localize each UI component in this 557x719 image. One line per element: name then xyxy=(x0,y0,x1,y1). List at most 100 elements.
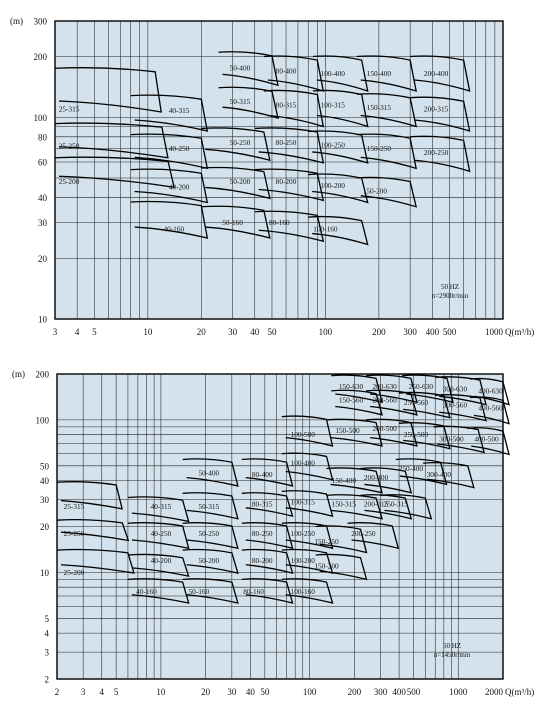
model-label: 150-315 xyxy=(332,500,357,509)
pump-field-150-500 xyxy=(326,418,383,447)
pump-field-100-200 xyxy=(308,173,369,204)
model-label: 300-630 xyxy=(443,384,468,393)
y-tick-label: 4 xyxy=(45,629,50,639)
pump-field-100-500 xyxy=(281,415,334,447)
pump-field-100-160 xyxy=(281,578,334,604)
pump-field-400-560 xyxy=(469,396,510,425)
x-tick-label: 50 xyxy=(267,327,277,337)
pump-field-200-250 xyxy=(347,522,400,550)
model-label: 100-400 xyxy=(321,69,346,78)
pump-field-100-250 xyxy=(308,130,369,164)
pump-field-250-630 xyxy=(402,374,454,404)
model-label: 250-500 xyxy=(404,430,429,439)
pump-field-25-315 xyxy=(56,481,124,510)
model-label: 150-250 xyxy=(314,537,339,546)
model-label: 200-250 xyxy=(424,148,449,157)
pump-field-300-560 xyxy=(435,394,487,422)
pump-field-400-630 xyxy=(469,377,510,406)
pump-field-150-560 xyxy=(331,389,383,416)
pump-field-150-200 xyxy=(315,553,368,581)
x-tick-label: 5 xyxy=(92,327,97,337)
pump-field-50-160 xyxy=(182,578,239,604)
pump-field-80-400 xyxy=(241,458,294,487)
model-label: 200-630 xyxy=(373,382,398,391)
y-axis-label: (m) xyxy=(10,16,23,26)
model-label: 80-400 xyxy=(252,470,273,479)
x-tick-label: 300 xyxy=(374,687,388,697)
pump-field-100-315 xyxy=(312,89,369,128)
y-tick-label: 40 xyxy=(38,193,48,203)
y-tick-label: 200 xyxy=(36,370,50,380)
y-tick-label: 80 xyxy=(38,132,48,142)
y-tick-label: 300 xyxy=(34,17,48,27)
y-tick-label: 5 xyxy=(45,614,50,624)
pump-field-100-250 xyxy=(281,522,334,550)
model-label: 100-250 xyxy=(321,140,346,149)
model-label: 200-500 xyxy=(373,424,398,433)
pump-field-40-160 xyxy=(127,578,190,604)
model-label: 400-630 xyxy=(478,386,503,395)
model-label: 200-250 xyxy=(351,529,376,538)
y-tick-label: 50 xyxy=(40,461,50,471)
model-label: 250-315 xyxy=(384,500,409,509)
model-label: 150-400 xyxy=(367,69,392,78)
x-tick-label: 20 xyxy=(197,327,207,337)
model-label: 250-560 xyxy=(404,398,429,407)
x-tick-label: 400 xyxy=(426,327,440,337)
y-tick-label: 100 xyxy=(34,113,48,123)
pump-field-50-315 xyxy=(182,492,239,520)
model-label: 25-200 xyxy=(59,177,80,186)
x-tick-label: 400 xyxy=(392,687,406,697)
pump-field-150-315 xyxy=(326,494,383,520)
y-tick-label: 30 xyxy=(40,495,50,505)
model-label: 25-250 xyxy=(64,529,85,538)
pump-field-50-315 xyxy=(218,86,279,120)
model-label: 50-200 xyxy=(198,556,219,565)
model-label: 80-315 xyxy=(276,101,297,110)
model-label: 100-500 xyxy=(291,430,316,439)
model-label: 150-500 xyxy=(335,426,360,435)
pump-field-150-400 xyxy=(326,467,383,494)
model-label: 40-160 xyxy=(136,587,157,596)
model-label: 150-630 xyxy=(339,382,364,391)
model-label: 150-315 xyxy=(367,103,392,112)
model-label: 40-315 xyxy=(151,502,172,511)
model-label: 100-400 xyxy=(291,459,316,468)
model-label: 100-315 xyxy=(291,497,316,506)
model-label: 50-400 xyxy=(198,468,219,477)
x-tick-label: 4 xyxy=(100,687,105,697)
model-label: 80-200 xyxy=(276,177,297,186)
model-label: 80-200 xyxy=(252,556,273,565)
pump-field-200-250 xyxy=(410,135,471,173)
pump-field-80-250 xyxy=(254,127,325,164)
x-tick-label: 500 xyxy=(407,687,421,697)
model-label: 25-200 xyxy=(64,568,85,577)
model-label: 400-500 xyxy=(474,434,499,443)
pump-field-300-630 xyxy=(435,376,487,406)
y-tick-label: 200 xyxy=(34,52,48,62)
pump-field-250-315 xyxy=(380,494,433,520)
pump-field-80-315 xyxy=(263,89,325,128)
model-label: 150-250 xyxy=(367,144,392,153)
x-tick-label: 1000 xyxy=(485,327,504,337)
pump-field-40-160 xyxy=(130,200,209,239)
x-tick-label: 200 xyxy=(372,327,386,337)
pump-field-100-160 xyxy=(308,215,369,246)
pump-field-50-400 xyxy=(182,458,239,487)
x-tick-label: 1000 xyxy=(449,687,468,697)
model-label: 80-160 xyxy=(269,218,290,227)
plot-area xyxy=(54,20,504,320)
x-axis-label: Q(m³/h) xyxy=(505,327,534,337)
x-tick-label: 3 xyxy=(81,687,86,697)
model-label: 150-400 xyxy=(332,476,357,485)
x-tick-label: 5 xyxy=(114,687,119,697)
model-label: 80-400 xyxy=(276,66,297,75)
x-tick-label: 500 xyxy=(443,327,457,337)
model-label: 80-315 xyxy=(252,500,273,509)
y-tick-label: 2 xyxy=(45,675,50,685)
pump-field-400-500 xyxy=(467,427,510,456)
model-label: 200-315 xyxy=(424,104,449,113)
y-tick-label: 30 xyxy=(38,218,48,228)
model-label: 40-200 xyxy=(151,556,172,565)
